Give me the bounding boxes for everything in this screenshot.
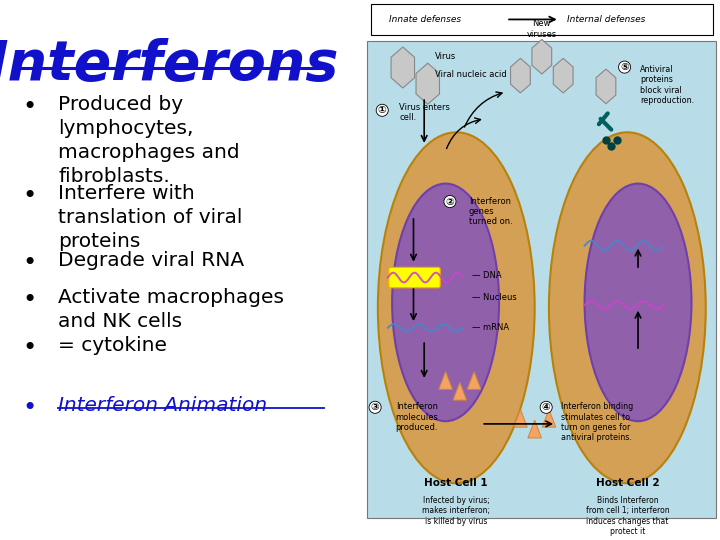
Text: Infected by virus;
makes interferon;
is killed by virus: Infected by virus; makes interferon; is …	[422, 496, 490, 525]
FancyBboxPatch shape	[367, 40, 716, 518]
Ellipse shape	[585, 184, 691, 421]
Text: ④: ④	[541, 402, 551, 413]
Text: Host Cell 1: Host Cell 1	[425, 478, 488, 488]
Text: Virus: Virus	[435, 52, 456, 60]
Text: ②: ②	[446, 197, 454, 207]
FancyBboxPatch shape	[371, 4, 713, 35]
Text: Degrade viral RNA: Degrade viral RNA	[58, 251, 244, 270]
Text: Innate defenses: Innate defenses	[389, 15, 461, 24]
Text: Internal defenses: Internal defenses	[567, 15, 645, 24]
Text: •: •	[22, 251, 36, 275]
Text: Interfere with
translation of viral
proteins: Interfere with translation of viral prot…	[58, 184, 243, 251]
Text: Produced by
lymphocytes,
macrophages and
fibroblasts.: Produced by lymphocytes, macrophages and…	[58, 94, 240, 186]
Text: •: •	[22, 184, 36, 207]
Text: — DNA: — DNA	[472, 271, 502, 280]
Text: Interferon
genes
turned on.: Interferon genes turned on.	[469, 197, 513, 226]
Text: Antiviral
proteins
block viral
reproduction.: Antiviral proteins block viral reproduct…	[640, 65, 694, 105]
FancyBboxPatch shape	[389, 267, 440, 288]
Text: ⑤: ⑤	[620, 62, 629, 72]
Text: Host Cell 2: Host Cell 2	[595, 478, 659, 488]
Text: Binds Interferon
from cell 1; interferon
induces changes that
protect it: Binds Interferon from cell 1; interferon…	[585, 496, 669, 536]
Text: Viral nucleic acid: Viral nucleic acid	[435, 70, 507, 79]
Text: New
viruses: New viruses	[526, 19, 557, 39]
Text: Interferon binding
stimulates cell to
turn on genes for
antiviral proteins.: Interferon binding stimulates cell to tu…	[562, 402, 634, 442]
Text: Interferon Animation: Interferon Animation	[58, 396, 267, 415]
Ellipse shape	[378, 132, 535, 483]
Text: Virus enters
cell.: Virus enters cell.	[399, 103, 450, 122]
Text: •: •	[22, 396, 36, 420]
Text: Activate macrophages
and NK cells: Activate macrophages and NK cells	[58, 288, 284, 331]
Text: ①: ①	[378, 105, 387, 116]
Text: — mRNA: — mRNA	[472, 323, 510, 332]
Text: ③: ③	[371, 402, 379, 413]
Ellipse shape	[392, 184, 499, 421]
Text: — Nucleus: — Nucleus	[472, 293, 517, 301]
Text: Interferon
molecules
produced.: Interferon molecules produced.	[396, 402, 438, 432]
Text: Interferons: Interferons	[0, 38, 339, 92]
Text: •: •	[22, 336, 36, 360]
Ellipse shape	[549, 132, 706, 483]
Text: = cytokine: = cytokine	[58, 336, 167, 355]
Text: •: •	[22, 94, 36, 118]
Text: •: •	[22, 288, 36, 312]
